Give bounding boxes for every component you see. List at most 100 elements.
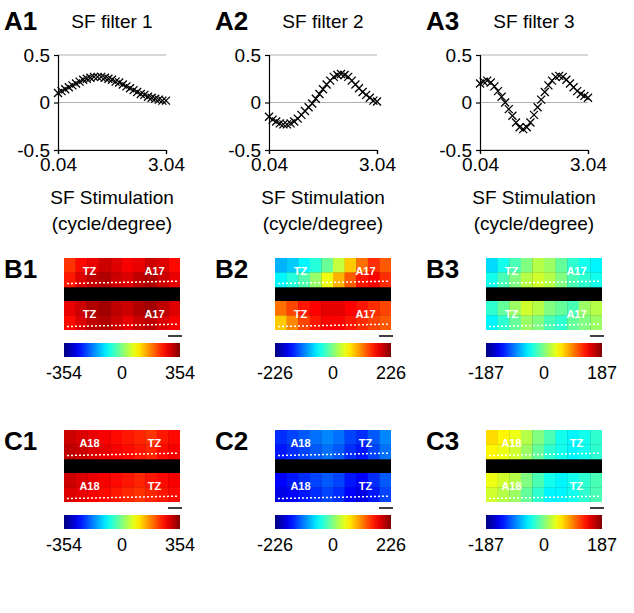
heatmap-cell — [122, 258, 134, 273]
x-axis-tick-label: 3.04 — [570, 154, 607, 175]
cells — [486, 258, 602, 330]
heatmap-cell — [345, 473, 357, 488]
heatmap-cell — [99, 301, 111, 316]
region-label: TZ — [359, 437, 373, 449]
map-background — [486, 258, 602, 330]
y-axis-tick-mark — [54, 102, 58, 103]
heatmap-cell — [544, 430, 556, 445]
heatmap-cell — [275, 301, 287, 316]
heatmap-cell — [168, 273, 180, 288]
grid-line — [269, 102, 377, 103]
chart-title: SF filter 1 — [71, 11, 152, 32]
colorbar — [64, 515, 180, 529]
x-axis: 0.043.04 — [462, 150, 607, 175]
heatmap-cell — [532, 301, 544, 316]
panel-label: C1 — [4, 426, 37, 456]
heatmap-cell — [110, 488, 122, 503]
heatmap-cell — [321, 316, 333, 331]
y-axis-tick-label: -0.5 — [228, 140, 261, 161]
colorbar-tick-label: 226 — [376, 535, 406, 555]
heatmap-cell — [321, 301, 333, 316]
heatmap-cell — [521, 273, 533, 288]
y-axis-tick-label: 0.5 — [24, 45, 50, 66]
y-axis-tick-mark — [265, 102, 269, 103]
heatmap-cell — [556, 430, 568, 445]
panel: C3A18TZA18TZ-1870187 — [426, 426, 617, 555]
region-label: A18 — [290, 480, 310, 492]
region-label: A18 — [501, 480, 521, 492]
heatmap-cell — [333, 301, 345, 316]
data-point — [537, 96, 545, 104]
y-axis-tick-label: -0.5 — [17, 140, 50, 161]
heatmap-cell — [333, 258, 345, 273]
heatmap-cell — [168, 258, 180, 273]
y-axis-tick: -0.5 — [17, 140, 58, 161]
heatmap-cell — [521, 301, 533, 316]
scale-bar — [168, 507, 182, 509]
heatmap-cell — [345, 488, 357, 503]
y-axis-tick: 0 — [250, 92, 269, 113]
heatmap-cell — [122, 301, 134, 316]
y-axis-tick-label: 0.5 — [235, 45, 261, 66]
region-label: TZ — [294, 308, 308, 320]
panel: A2SF filter 20.043.04-0.500.5SF Stimulat… — [215, 6, 396, 234]
colorbar-tick-label: 0 — [117, 535, 127, 555]
x-axis-title-line: SF Stimulation — [261, 187, 385, 208]
heatmap-cell — [321, 473, 333, 488]
scale-bar — [379, 335, 393, 337]
heatmap-cell — [310, 488, 322, 503]
y-axis-tick: 0.5 — [446, 45, 480, 66]
heatmap-cell — [379, 316, 391, 331]
heatmap-cell — [333, 473, 345, 488]
x-axis-tick: 3.04 — [148, 150, 185, 175]
region-label: A18 — [290, 437, 310, 449]
x-axis: 0.043.04 — [40, 150, 185, 175]
heatmap-cell — [134, 445, 146, 460]
heatmap-cell — [321, 430, 333, 445]
heatmap-cell — [521, 430, 533, 445]
x-axis-title: SF Stimulation(cycle/degree) — [472, 187, 596, 234]
heatmap-cell — [521, 488, 533, 503]
heatmap-cell — [544, 473, 556, 488]
y-axis-tick-mark — [54, 150, 58, 151]
heatmap-cell — [134, 473, 146, 488]
data-point — [526, 118, 534, 126]
region-label: A17 — [355, 265, 375, 277]
panel: A1SF filter 10.043.04-0.500.5SF Stimulat… — [4, 6, 185, 234]
grid-line — [480, 55, 588, 56]
map-background — [275, 430, 391, 502]
heatmap-cell — [590, 488, 602, 503]
data-point — [530, 111, 538, 119]
heatmap-cell — [110, 273, 122, 288]
boundary-line — [67, 324, 177, 326]
heatmap-cell — [345, 445, 357, 460]
heatmap-cell — [521, 473, 533, 488]
heatmap-cell — [275, 488, 287, 503]
heatmap-cell — [110, 316, 122, 331]
x-axis-tick-mark — [588, 150, 589, 154]
boundary-line — [67, 281, 177, 283]
heatmap-cell — [333, 488, 345, 503]
x-axis-title-line: (cycle/degree) — [474, 213, 594, 234]
heatmap-cell — [590, 273, 602, 288]
data-point — [584, 94, 592, 102]
heatmap-cell — [556, 473, 568, 488]
colorbar — [275, 515, 391, 529]
data-point — [512, 118, 520, 126]
colorbar-tick-label: -226 — [257, 363, 293, 383]
scale-bar — [379, 507, 393, 509]
y-axis-tick-mark — [54, 55, 58, 56]
x-axis-title-line: (cycle/degree) — [263, 213, 383, 234]
region-label: TZ — [294, 265, 308, 277]
heatmap-cell — [590, 258, 602, 273]
heatmap-cell — [321, 273, 333, 288]
heatmap-cell — [590, 430, 602, 445]
heatmap-cell — [310, 445, 322, 460]
data-point — [373, 98, 381, 106]
y-axis: -0.500.5 — [439, 45, 480, 161]
heatmap-cell — [110, 430, 122, 445]
x-axis-title: SF Stimulation(cycle/degree) — [50, 187, 174, 234]
data-point — [534, 103, 542, 111]
heatmap-cell — [134, 488, 146, 503]
chart-title: SF filter 2 — [282, 11, 363, 32]
